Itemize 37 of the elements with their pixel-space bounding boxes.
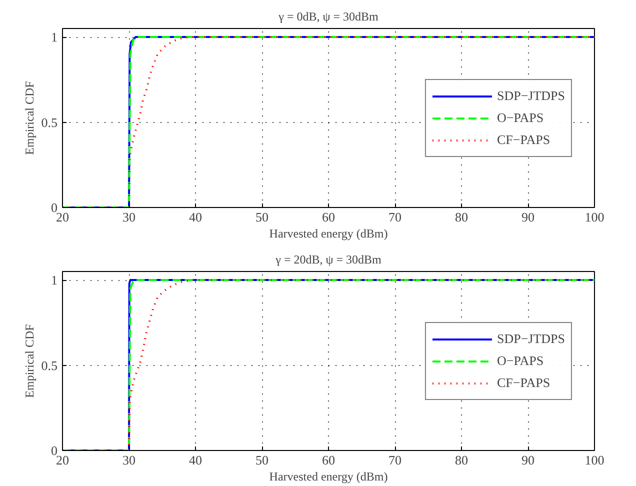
y-axis-title: Empirical CDF bbox=[22, 324, 36, 398]
y-tick-label: 0 bbox=[51, 443, 58, 458]
x-tick-label: 100 bbox=[584, 452, 604, 468]
y-tick-label: 1 bbox=[51, 30, 58, 45]
legend-label: O−PAPS bbox=[496, 110, 544, 126]
x-tick-label: 70 bbox=[388, 210, 402, 224]
x-tick-label: 20 bbox=[56, 452, 69, 468]
y-tick-label: 1 bbox=[51, 272, 58, 288]
y-tick-label: 0.5 bbox=[41, 114, 58, 130]
x-tick-label: 90 bbox=[522, 452, 534, 468]
x-tick-label: 40 bbox=[189, 452, 202, 468]
x-tick-label: 30 bbox=[122, 210, 136, 224]
legend-label: SDP−JTDPS bbox=[496, 88, 565, 104]
legend-label: CF−PAPS bbox=[496, 374, 550, 390]
x-tick-label: 70 bbox=[388, 452, 402, 468]
chart-title: γ = 20dB, ψ = 30dBm bbox=[274, 252, 382, 266]
y-axis-title: Empirical CDF bbox=[22, 80, 36, 155]
chart-title: γ = 0dB, ψ = 30dBm bbox=[278, 10, 380, 24]
x-tick-label: 90 bbox=[522, 210, 534, 224]
x-axis-title: Harvested energy (dBm) bbox=[269, 470, 388, 484]
x-tick-label: 50 bbox=[256, 210, 268, 224]
legend-label: CF−PAPS bbox=[496, 132, 550, 148]
legend-label: O−PAPS bbox=[496, 352, 544, 368]
x-tick-label: 80 bbox=[455, 452, 468, 468]
legend-label: SDP−JTDPS bbox=[496, 330, 565, 346]
x-axis-title: Harvested energy (dBm) bbox=[269, 226, 388, 240]
x-tick-label: 20 bbox=[56, 210, 69, 224]
y-tick-label: 0 bbox=[51, 200, 58, 215]
x-tick-label: 100 bbox=[584, 210, 604, 224]
x-tick-label: 60 bbox=[322, 210, 335, 224]
x-tick-label: 60 bbox=[322, 452, 335, 468]
y-tick-label: 0.5 bbox=[41, 358, 58, 373]
x-tick-label: 30 bbox=[122, 452, 136, 468]
x-tick-label: 50 bbox=[256, 452, 268, 468]
line-series bbox=[62, 36, 594, 208]
x-tick-label: 40 bbox=[189, 210, 202, 224]
x-tick-label: 80 bbox=[455, 210, 468, 224]
